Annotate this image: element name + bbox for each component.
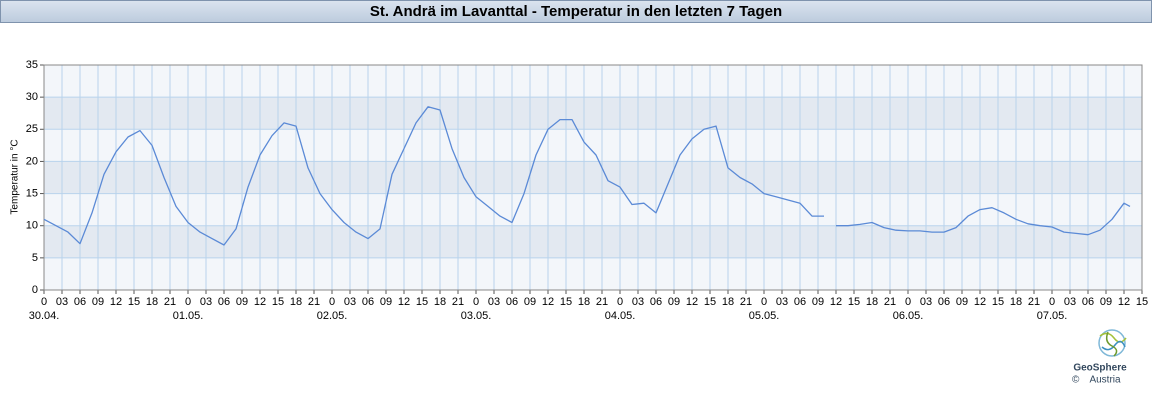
x-tick-label: 09 — [1100, 296, 1112, 308]
x-tick-label: 03 — [200, 296, 212, 308]
x-tick-label: 18 — [290, 296, 302, 308]
x-tick-label: 06 — [74, 296, 86, 308]
x-tick-label: 12 — [830, 296, 842, 308]
x-tick-label: 09 — [956, 296, 968, 308]
x-date-label: 01.05. — [173, 310, 204, 322]
x-tick-label: 06 — [506, 296, 518, 308]
x-tick-label: 12 — [398, 296, 410, 308]
x-tick-label: 09 — [236, 296, 248, 308]
x-tick-label: 15 — [272, 296, 284, 308]
x-tick-label: 15 — [1136, 296, 1148, 308]
x-tick-label: 03 — [344, 296, 356, 308]
x-tick-label: 12 — [1118, 296, 1130, 308]
y-tick-label: 5 — [32, 252, 38, 264]
x-tick-label: 09 — [524, 296, 536, 308]
x-date-label: 07.05. — [1037, 310, 1068, 322]
x-tick-label: 21 — [740, 296, 752, 308]
x-tick-label: 12 — [542, 296, 554, 308]
x-tick-label: 21 — [308, 296, 320, 308]
x-tick-label: 0 — [41, 296, 47, 308]
x-tick-label: 15 — [848, 296, 860, 308]
x-tick-label: 0 — [905, 296, 911, 308]
x-tick-label: 06 — [362, 296, 374, 308]
x-tick-label: 0 — [617, 296, 623, 308]
x-tick-label: 15 — [128, 296, 140, 308]
page-title: St. Andrä im Lavanttal - Temperatur in d… — [370, 3, 782, 20]
x-tick-label: 18 — [434, 296, 446, 308]
band — [44, 161, 1142, 194]
band — [44, 65, 1142, 98]
x-date-label: 06.05. — [893, 310, 924, 322]
x-tick-label: 15 — [416, 296, 428, 308]
x-tick-label: 18 — [1010, 296, 1022, 308]
logo-sub: Austria — [1089, 375, 1121, 386]
x-date-label: 30.04. — [29, 310, 60, 322]
x-tick-label: 06 — [938, 296, 950, 308]
x-tick-label: 03 — [56, 296, 68, 308]
x-tick-label: 12 — [254, 296, 266, 308]
x-tick-label: 12 — [974, 296, 986, 308]
x-tick-label: 03 — [632, 296, 644, 308]
x-tick-label: 06 — [1082, 296, 1094, 308]
x-tick-label: 0 — [473, 296, 479, 308]
x-tick-label: 09 — [380, 296, 392, 308]
x-tick-label: 06 — [794, 296, 806, 308]
x-tick-label: 09 — [812, 296, 824, 308]
x-tick-label: 03 — [1064, 296, 1076, 308]
x-tick-label: 0 — [185, 296, 191, 308]
x-tick-label: 21 — [884, 296, 896, 308]
x-tick-label: 0 — [761, 296, 767, 308]
x-date-label: 04.05. — [605, 310, 636, 322]
x-date-label: 03.05. — [461, 310, 492, 322]
x-tick-label: 09 — [668, 296, 680, 308]
plot-frame — [43, 64, 1143, 291]
x-tick-label: 0 — [1049, 296, 1055, 308]
x-tick-label: 21 — [1028, 296, 1040, 308]
x-tick-label: 18 — [722, 296, 734, 308]
x-tick-label: 03 — [920, 296, 932, 308]
band — [44, 97, 1142, 130]
logo-icon — [1098, 329, 1127, 357]
x-tick-label: 15 — [992, 296, 1004, 308]
x-tick-label: 0 — [329, 296, 335, 308]
band — [44, 193, 1142, 226]
y-tick-label: 35 — [26, 59, 38, 71]
x-tick-label: 18 — [146, 296, 158, 308]
logo-name: GeoSphere — [1073, 363, 1127, 374]
x-tick-label: 12 — [686, 296, 698, 308]
x-tick-label: 06 — [650, 296, 662, 308]
x-tick-label: 18 — [578, 296, 590, 308]
y-tick-label: 25 — [26, 123, 38, 135]
x-tick-label: 12 — [110, 296, 122, 308]
temperature-line — [43, 106, 1131, 246]
y-tick-label: 15 — [26, 187, 38, 199]
x-tick-label: 21 — [164, 296, 176, 308]
x-date-label: 05.05. — [749, 310, 780, 322]
band — [44, 257, 1142, 290]
y-tick-label: 0 — [32, 284, 38, 296]
x-tick-label: 06 — [218, 296, 230, 308]
x-tick-label: 03 — [776, 296, 788, 308]
y-tick-label: 10 — [26, 220, 38, 232]
y-tick-label: 20 — [26, 155, 38, 167]
x-tick-label: 21 — [596, 296, 608, 308]
logo-copyright: © — [1072, 375, 1080, 386]
y-axis-label: Temperatur in °C — [10, 139, 21, 214]
x-tick-label: 09 — [92, 296, 104, 308]
x-tick-label: 15 — [560, 296, 572, 308]
band — [44, 225, 1142, 258]
x-tick-label: 18 — [866, 296, 878, 308]
x-date-label: 02.05. — [317, 310, 348, 322]
x-tick-label: 03 — [488, 296, 500, 308]
y-tick-label: 30 — [26, 91, 38, 103]
band — [44, 129, 1142, 162]
x-tick-label: 15 — [704, 296, 716, 308]
x-tick-label: 21 — [452, 296, 464, 308]
